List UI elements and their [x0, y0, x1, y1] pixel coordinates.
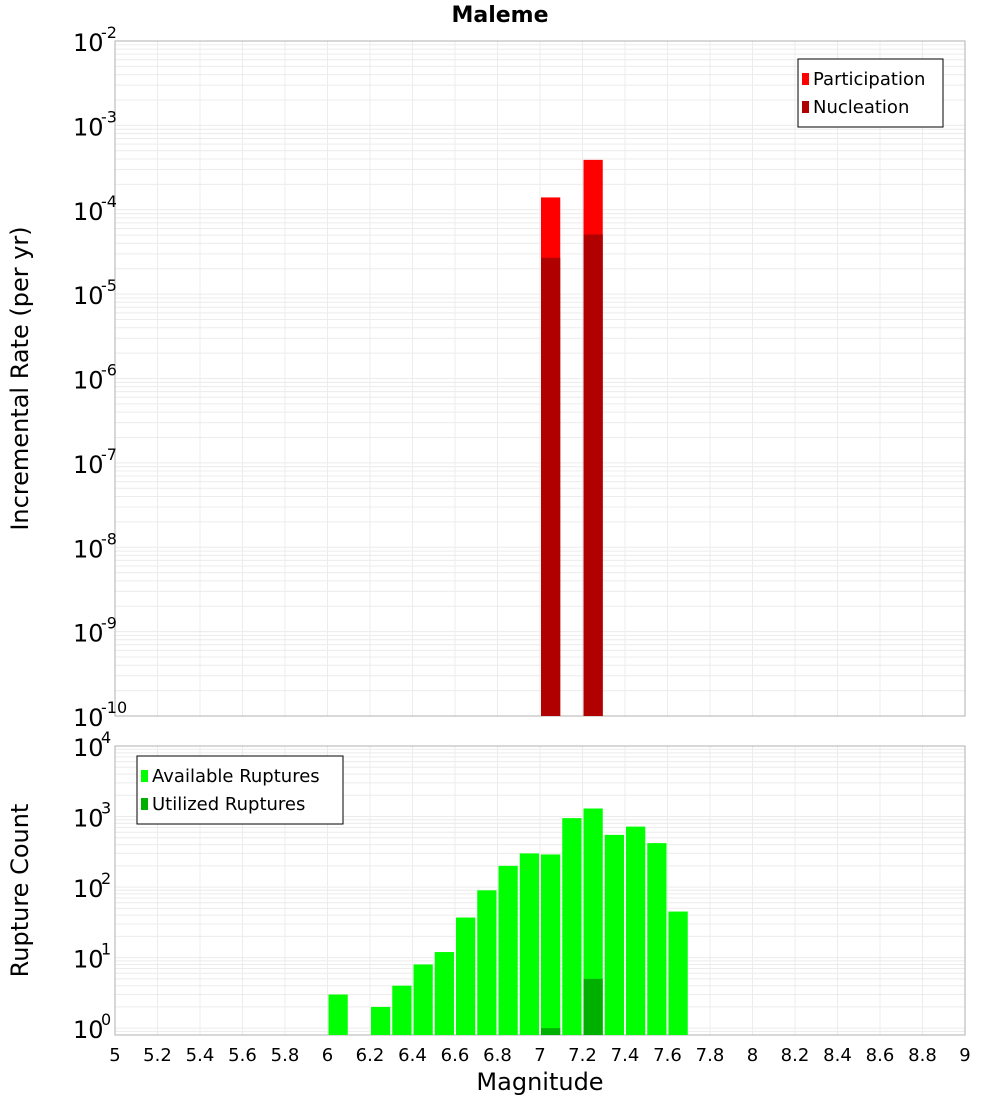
legend-box — [797, 58, 944, 128]
y-tick-exponent: -10 — [101, 698, 127, 717]
x-tick-label: 5 — [109, 1045, 120, 1066]
x-tick-label: 7.8 — [696, 1045, 725, 1066]
x-tick-label: 8.6 — [866, 1045, 895, 1066]
y-tick-label: 10 — [73, 113, 104, 141]
y-tick-label: 10 — [73, 620, 104, 648]
y-tick-exponent: -6 — [101, 361, 117, 380]
bar — [604, 834, 624, 1035]
bar — [519, 853, 539, 1035]
bottom-plot-bars — [328, 808, 688, 1035]
top-legend: Participation Nucleation — [797, 58, 944, 128]
legend-swatch — [802, 101, 809, 113]
y-tick-label: 10 — [73, 734, 104, 762]
x-axis-ticks: 5 5.2 5.4 5.6 5.8 6 6.2 6.4 6.6 6.8 7 7.2 7.4 7.6 7.8 8… — [109, 1045, 970, 1066]
bar — [328, 994, 348, 1035]
bottom-legend: Available Ruptures Utilized Ruptures — [136, 755, 344, 825]
x-tick-label: 7 — [534, 1045, 545, 1066]
top-plot-grid — [114, 40, 966, 717]
y-tick-exponent: -4 — [101, 192, 117, 211]
y-tick-label: 10 — [73, 875, 104, 903]
y-tick-exponent: -8 — [101, 529, 117, 548]
legend-swatch — [141, 798, 148, 810]
y-tick-label: 10 — [73, 805, 104, 833]
y-tick-label: 10 — [73, 198, 104, 226]
y-tick-exponent: -3 — [101, 107, 117, 126]
y-tick-exponent: -5 — [101, 276, 117, 295]
y-tick-label: 10 — [73, 367, 104, 395]
y-tick-exponent: 3 — [101, 799, 111, 818]
x-tick-label: 6.6 — [441, 1045, 470, 1066]
bar — [626, 826, 646, 1035]
y-tick-exponent: 1 — [101, 940, 111, 959]
y-tick-exponent: -2 — [101, 23, 117, 42]
x-tick-label: 7.6 — [653, 1045, 682, 1066]
y-tick-label: 10 — [73, 29, 104, 57]
y-tick-label: 10 — [73, 451, 104, 479]
bar — [541, 1028, 561, 1035]
bar — [583, 978, 603, 1035]
x-tick-label: 6.4 — [398, 1045, 427, 1066]
legend-box — [136, 755, 344, 825]
x-tick-label: 7.4 — [611, 1045, 640, 1066]
legend-swatch — [802, 73, 809, 85]
bar — [647, 843, 667, 1035]
y-tick-exponent: 0 — [101, 1010, 111, 1029]
y-tick-exponent: -7 — [101, 445, 117, 464]
bar — [434, 952, 454, 1035]
x-tick-label: 9 — [959, 1045, 970, 1066]
x-tick-label: 6 — [322, 1045, 333, 1066]
bar — [371, 1006, 391, 1035]
legend-label: Participation — [813, 69, 925, 90]
x-tick-label: 6.8 — [483, 1045, 512, 1066]
x-tick-label: 5.2 — [143, 1045, 172, 1066]
legend-swatch — [141, 770, 148, 782]
x-tick-label: 5.4 — [186, 1045, 215, 1066]
y-tick-label: 10 — [73, 946, 104, 974]
top-y-axis-label: Incremental Rate (per yr) — [6, 226, 34, 530]
bar — [413, 964, 433, 1035]
y-tick-exponent: -9 — [101, 614, 117, 633]
bar — [583, 808, 603, 1035]
x-tick-label: 8.8 — [908, 1045, 937, 1066]
top-plot-bars — [541, 159, 603, 717]
bar — [456, 917, 476, 1035]
legend-label: Nucleation — [813, 97, 909, 118]
bar — [477, 890, 497, 1035]
x-tick-label: 7.2 — [568, 1045, 597, 1066]
bar — [392, 985, 412, 1035]
y-tick-label: 10 — [73, 535, 104, 563]
x-tick-label: 8.2 — [781, 1045, 810, 1066]
legend-label: Utilized Ruptures — [152, 794, 305, 815]
bar — [498, 865, 518, 1035]
x-tick-label: 8.4 — [823, 1045, 852, 1066]
y-tick-exponent: 4 — [101, 728, 111, 747]
chart-title: Maleme — [451, 3, 548, 28]
y-tick-exponent: 2 — [101, 869, 111, 888]
y-tick-label: 10 — [73, 1016, 104, 1044]
legend-label: Available Ruptures — [152, 766, 320, 787]
bar — [541, 257, 561, 716]
bottom-plot-area — [114, 745, 966, 1036]
bar — [583, 234, 603, 716]
x-tick-label: 5.8 — [271, 1045, 300, 1066]
x-tick-label: 5.6 — [228, 1045, 257, 1066]
x-tick-label: 8 — [747, 1045, 758, 1066]
bottom-y-axis-label: Rupture Count — [6, 804, 34, 978]
y-tick-label: 10 — [73, 282, 104, 310]
bar — [668, 911, 688, 1035]
x-axis-label: Magnitude — [476, 1068, 603, 1096]
top-plot-area — [114, 40, 966, 717]
bar — [541, 854, 561, 1035]
x-tick-label: 6.2 — [356, 1045, 385, 1066]
y-tick-label: 10 — [73, 704, 104, 732]
bar — [562, 818, 582, 1035]
